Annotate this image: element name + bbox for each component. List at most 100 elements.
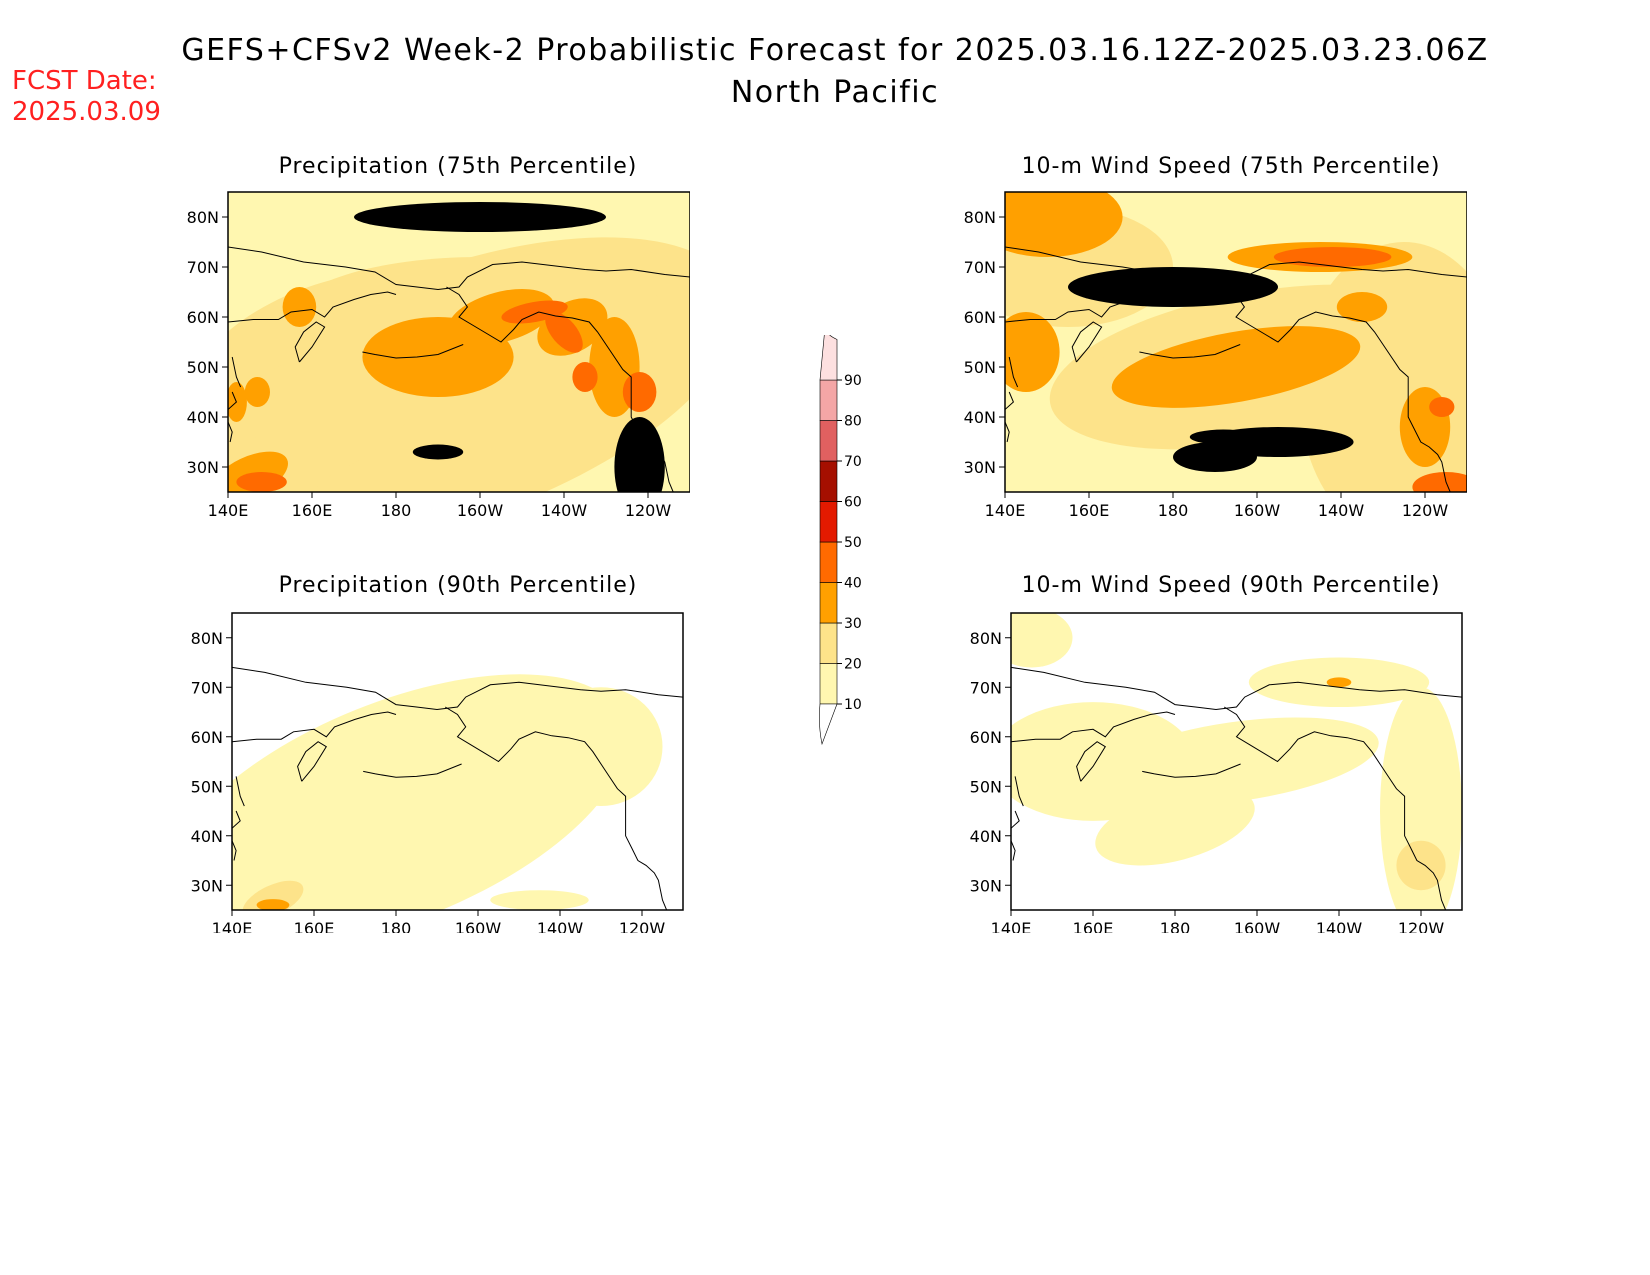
lat-tick-label: 50N: [964, 358, 996, 377]
coastline: [1142, 763, 1241, 778]
lon-tick-label: 180: [381, 501, 412, 520]
colorbar-tick-label: 70: [844, 454, 862, 470]
probability-contour: [572, 362, 598, 392]
coastline: [444, 706, 668, 910]
coastline: [232, 666, 683, 711]
lon-tick-label: 140W: [541, 501, 588, 520]
colorbar-bin: [819, 420, 838, 462]
lon-tick-label: 140E: [208, 501, 249, 520]
figure-title-line1: GEFS+CFSv2 Week-2 Probabilistic Forecast…: [181, 33, 1489, 68]
lon-tick-label: 120W: [619, 919, 666, 933]
coastline: [1011, 711, 1176, 743]
colorbar-bin: [819, 663, 838, 705]
colorbar-tick-label: 50: [844, 535, 862, 551]
probability-contour: [256, 899, 290, 910]
probability-contour: [1068, 267, 1278, 307]
lat-tick-label: 40N: [964, 408, 996, 427]
coastline: [1005, 391, 1014, 443]
probability-contour: [614, 417, 665, 492]
coastline: [297, 741, 327, 782]
colorbar-legend: 10 20 30 40 50 60 70 80 90: [819, 335, 862, 745]
coastline: [235, 776, 245, 807]
probability-contour: [1326, 677, 1352, 688]
colorbar-bin: [819, 622, 838, 664]
lon-tick-label: 180: [381, 919, 412, 933]
lon-tick-label: 120W: [1402, 501, 1449, 520]
lat-tick-label: 80N: [187, 208, 219, 227]
probability-contour: [1011, 613, 1073, 668]
coastline: [1005, 246, 1467, 291]
probability-contour: [232, 767, 459, 910]
coastline: [1011, 666, 1462, 711]
lat-tick-label: 60N: [187, 308, 219, 327]
probability-contour: [244, 377, 270, 407]
probability-contour: [1111, 326, 1361, 408]
forecast-date-label: FCST Date:: [12, 66, 157, 96]
colorbar-bin: [819, 379, 838, 421]
lon-tick-label: 160E: [294, 919, 335, 933]
colorbar-bin: [819, 335, 838, 381]
lon-tick-label: 160W: [457, 501, 504, 520]
colorbar-tick-label: 90: [844, 373, 862, 389]
map-frame: [231, 612, 684, 911]
lon-tick-label: 160E: [1069, 501, 1110, 520]
colorbar-tick-label: 80: [844, 414, 862, 430]
coastlines: [228, 246, 690, 492]
probability-contour: [1380, 687, 1462, 910]
lon-tick-label: 140W: [1316, 919, 1363, 933]
probability-contour: [1005, 312, 1060, 392]
lon-tick-label: 140E: [991, 919, 1032, 933]
coastline: [1223, 286, 1451, 492]
lon-tick-label: 140E: [985, 501, 1026, 520]
map-wind-90: 140E 160E 180 160W 140W 120W 80N 70N 60N 50N 40N 30…: [970, 612, 1463, 933]
probability-contour: [490, 890, 589, 910]
panel-title-precip-90: Precipitation (90th Percentile): [278, 573, 638, 598]
coastline: [1139, 344, 1241, 359]
lat-tick-label: 30N: [964, 458, 996, 477]
colorbar-bin: [819, 541, 838, 583]
lat-tick-label: 50N: [187, 358, 219, 377]
forecast-date: FCST Date: 2025.03.09: [12, 66, 161, 128]
colorbar-tick-label: 30: [844, 616, 862, 632]
probability-contour: [1396, 840, 1446, 891]
lat-tick-label: 50N: [191, 777, 223, 796]
shading-layer: [232, 613, 683, 910]
probability-contour: [354, 202, 606, 232]
coastline: [1011, 810, 1020, 861]
lat-tick-label: 30N: [191, 876, 223, 895]
lon-tick-label: 140W: [1318, 501, 1365, 520]
lon-tick-label: 160W: [455, 919, 502, 933]
lon-tick-label: 120W: [1398, 919, 1445, 933]
panel-title-precip-75: Precipitation (75th Percentile): [278, 154, 638, 179]
lat-tick-label: 60N: [191, 728, 223, 747]
probability-contour: [539, 687, 663, 807]
lat-tick-label: 70N: [187, 258, 219, 277]
probability-contour: [469, 707, 569, 747]
coastline: [1076, 741, 1106, 782]
lat-tick-label: 70N: [191, 678, 223, 697]
map-precip-90: 140E 160E 180 160W 140W 120W 80N 70N 60N 50N 40N 30…: [191, 612, 684, 933]
probability-contour: [1095, 786, 1255, 866]
coastline: [1008, 356, 1019, 388]
map-precip-75: 140E 160E 180 160W 140W 120W 80N 70N 60N 50N 40N 30…: [187, 191, 690, 520]
coastlines: [232, 666, 683, 910]
probability-contour: [412, 444, 464, 460]
probability-contour: [1173, 442, 1257, 472]
colorbar-tick-label: 60: [844, 495, 862, 511]
probability-contour: [236, 472, 287, 492]
coastline: [1071, 321, 1103, 363]
coastline: [446, 286, 674, 492]
coastline: [232, 711, 397, 743]
lon-tick-label: 160W: [1234, 501, 1281, 520]
figure-subtitle: North Pacific: [730, 75, 940, 110]
colorbar-tick-label: 40: [844, 576, 862, 592]
lat-tick-label: 60N: [970, 728, 1002, 747]
forecast-date-value: 2025.03.09: [12, 97, 161, 127]
colorbar-bin: [819, 501, 838, 543]
colorbar-tick-label: 10: [844, 697, 862, 713]
coastline: [1223, 706, 1447, 910]
lon-tick-label: 160W: [1234, 919, 1281, 933]
lat-tick-label: 40N: [191, 827, 223, 846]
coastline: [228, 246, 690, 291]
probability-contour: [1336, 292, 1388, 322]
